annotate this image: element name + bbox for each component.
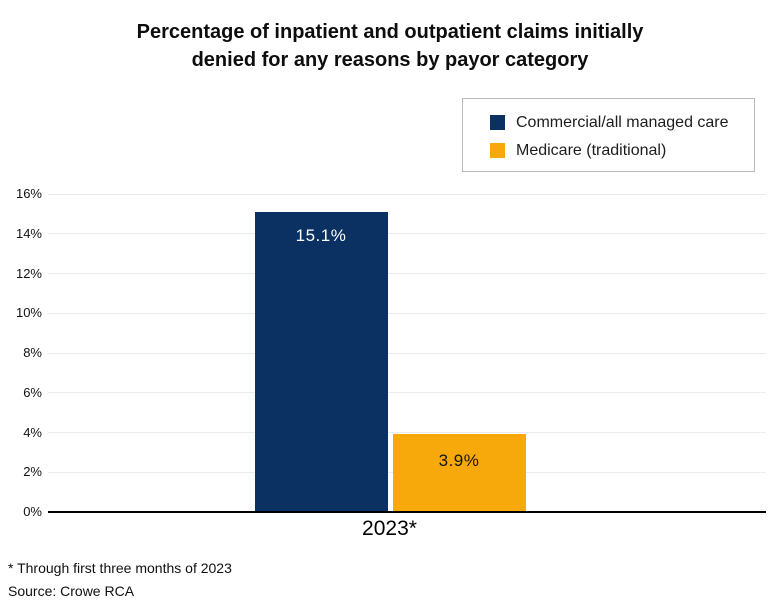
y-tick-label-10: 10% [15, 305, 42, 321]
y-tick-label-0: 0% [23, 504, 42, 519]
legend-label-commercial: Commercial/all managed care [516, 113, 729, 131]
y-tick-label-6: 6% [23, 384, 42, 400]
bar-commercial: 15.1% [254, 212, 388, 512]
chart-title-line-2: denied for any reasons by payor category [191, 49, 589, 71]
y-tick-label-12: 12% [15, 265, 42, 281]
gridline-8 [48, 352, 766, 354]
medicare-swatch-icon [490, 143, 505, 158]
legend-item-medicare: Medicare (traditional) [490, 140, 754, 161]
y-tick-label-4: 4% [23, 424, 42, 440]
legend: Commercial/all managed care Medicare (tr… [462, 98, 755, 172]
commercial-swatch-icon [490, 115, 505, 130]
footnote-asterisk: * Through first three months of 2023 [8, 560, 232, 576]
bar-medicare: 3.9% [392, 434, 526, 512]
gridline-16 [48, 193, 766, 195]
legend-item-commercial: Commercial/all managed care [490, 112, 754, 133]
source-credit: Source: Crowe RCA [8, 583, 135, 599]
gridline-14 [48, 233, 766, 235]
y-tick-label-14: 14% [15, 225, 42, 241]
bar-value-label-commercial: 15.1% [295, 226, 347, 245]
y-tick-label-16: 16% [15, 186, 42, 201]
gridline-12 [48, 273, 766, 274]
gridline-6 [48, 392, 766, 394]
gridline-10 [48, 312, 766, 314]
chart-title-line-1: Percentage of inpatient and outpatient c… [136, 21, 644, 43]
y-tick-label-2: 2% [23, 464, 42, 480]
bar-value-label-medicare: 3.9% [438, 451, 480, 470]
y-tick-label-8: 8% [23, 345, 42, 360]
x-axis-baseline [48, 511, 766, 513]
gridline-4 [48, 432, 766, 433]
x-axis-category-label: 2023* [362, 517, 417, 540]
legend-label-medicare: Medicare (traditional) [516, 141, 667, 159]
chart-title: Percentage of inpatient and outpatient c… [0, 18, 780, 74]
